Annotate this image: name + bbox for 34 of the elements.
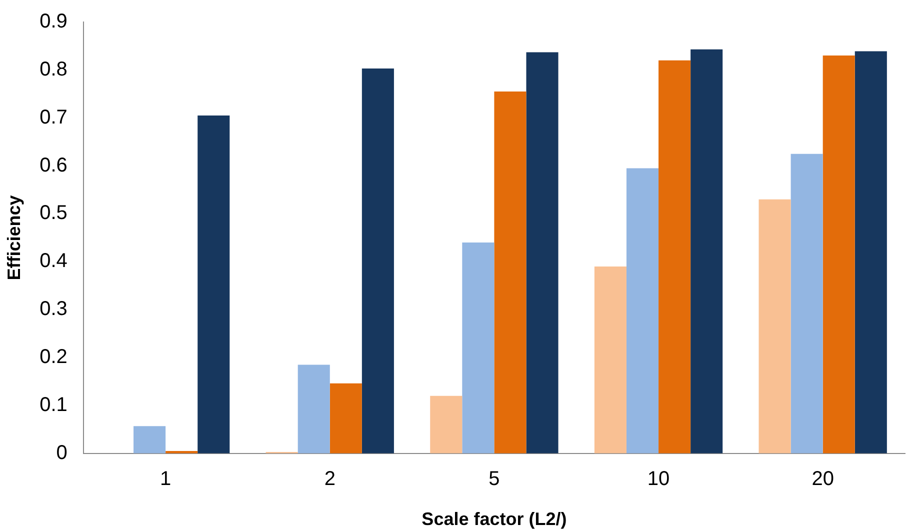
bar <box>134 426 166 454</box>
y-tick-label: 0.2 <box>40 346 68 368</box>
bar <box>430 396 462 454</box>
x-tick-label: 5 <box>488 468 500 490</box>
bar <box>526 52 558 454</box>
bar <box>758 199 791 454</box>
y-axis-title: Efficiency <box>4 195 24 280</box>
bar <box>594 266 626 454</box>
y-tick-label: 0.6 <box>40 154 68 176</box>
y-tick-label: 0.1 <box>40 394 68 416</box>
bar <box>330 383 362 454</box>
x-tick-label: 10 <box>647 468 670 490</box>
bar <box>198 115 230 454</box>
bar <box>494 92 526 454</box>
bar <box>362 68 394 454</box>
bar <box>298 364 330 454</box>
y-tick-label: 0.4 <box>40 250 68 272</box>
bar <box>822 56 855 454</box>
bar <box>690 49 723 454</box>
bar <box>790 154 823 454</box>
y-tick-label: 0.8 <box>40 58 68 80</box>
y-tick-label: 0.3 <box>40 298 68 320</box>
x-tick-label: 2 <box>324 468 336 490</box>
y-tick-label: 0 <box>56 442 68 464</box>
bar <box>462 242 494 454</box>
x-tick-label: 20 <box>812 468 834 490</box>
y-tick-label: 0.7 <box>40 106 68 128</box>
bar <box>626 168 659 454</box>
bar <box>658 60 691 454</box>
y-tick-label: 0.5 <box>40 202 68 224</box>
x-axis-title: Scale factor (L2/) <box>422 509 567 530</box>
y-tick-label: 0.9 <box>40 10 68 33</box>
x-tick-label: 1 <box>160 468 172 490</box>
bar <box>854 51 887 454</box>
